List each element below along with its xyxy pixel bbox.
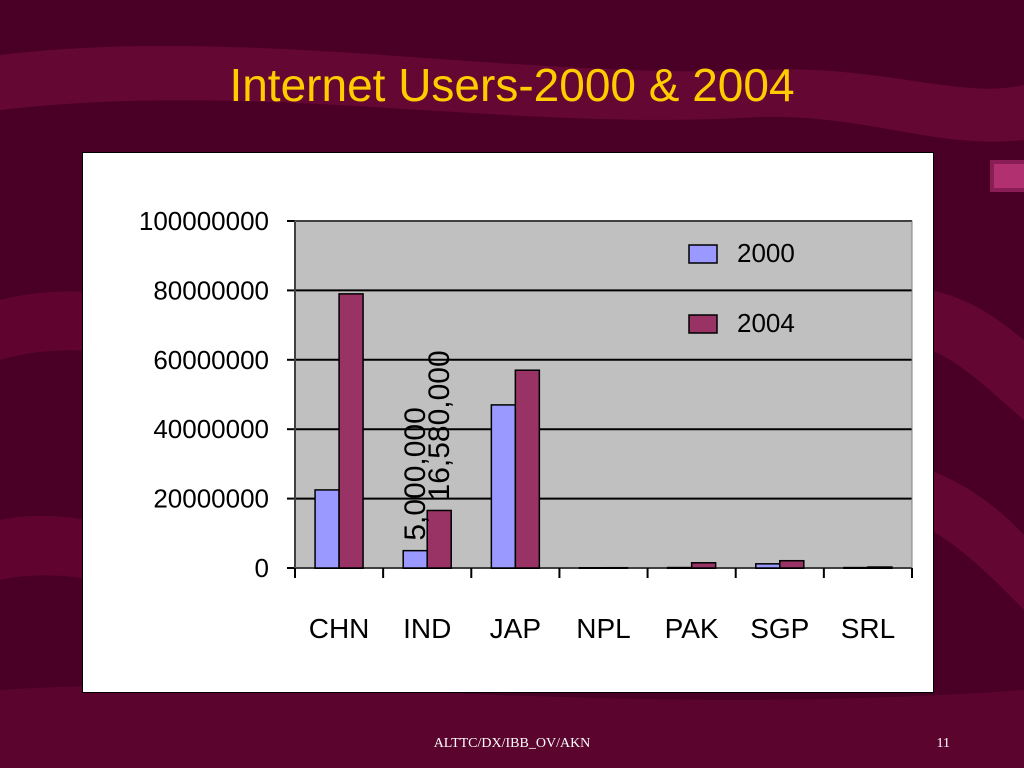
x-category-label: JAP [490, 613, 541, 644]
plot-area [295, 221, 912, 568]
bar-2004-CHN [338, 293, 364, 569]
x-category-label: SGP [750, 613, 809, 644]
bar-2004-PAK [690, 562, 717, 569]
bar-2004-SGP [779, 559, 805, 569]
legend-label: 2004 [737, 308, 795, 338]
y-tick-label: 0 [255, 553, 269, 583]
x-category-label: IND [403, 613, 451, 644]
data-label: 5,000,000 [399, 407, 432, 540]
legend-swatch [688, 314, 718, 334]
data-label: 16,580,000 [423, 350, 456, 500]
x-category-label: CHN [309, 613, 370, 644]
bar-2000-IND [402, 549, 428, 569]
y-tick-label: 80000000 [153, 275, 269, 305]
y-tick-label: 40000000 [153, 414, 269, 444]
bar-2000-JAP [490, 404, 517, 569]
slide-title: Internet Users-2000 & 2004 [229, 59, 795, 111]
legend-swatch [688, 244, 718, 264]
y-tick-label: 100000000 [139, 206, 269, 236]
x-category-label: SRL [841, 613, 895, 644]
x-category-label: PAK [665, 613, 719, 644]
y-tick-label: 20000000 [153, 484, 269, 514]
bar-2004-SRL [867, 566, 893, 569]
bar-2004-JAP [514, 369, 541, 569]
slide-footer: ALTTC/DX/IBB_OV/AKN [433, 736, 591, 751]
legend-label: 2000 [737, 238, 795, 268]
bar-2004-IND [426, 509, 452, 569]
bar-2000-SGP [755, 563, 781, 569]
bar-chart: 0 20000000 40000000 60000000 80000000 1000000… [139, 206, 913, 644]
bar-2000-CHN [314, 489, 340, 569]
y-tick-label: 60000000 [153, 345, 269, 375]
x-category-label: NPL [576, 613, 630, 644]
chart-container: 0 20000000 40000000 60000000 80000000 1000000… [82, 152, 934, 693]
page-number: 11 [936, 736, 950, 751]
